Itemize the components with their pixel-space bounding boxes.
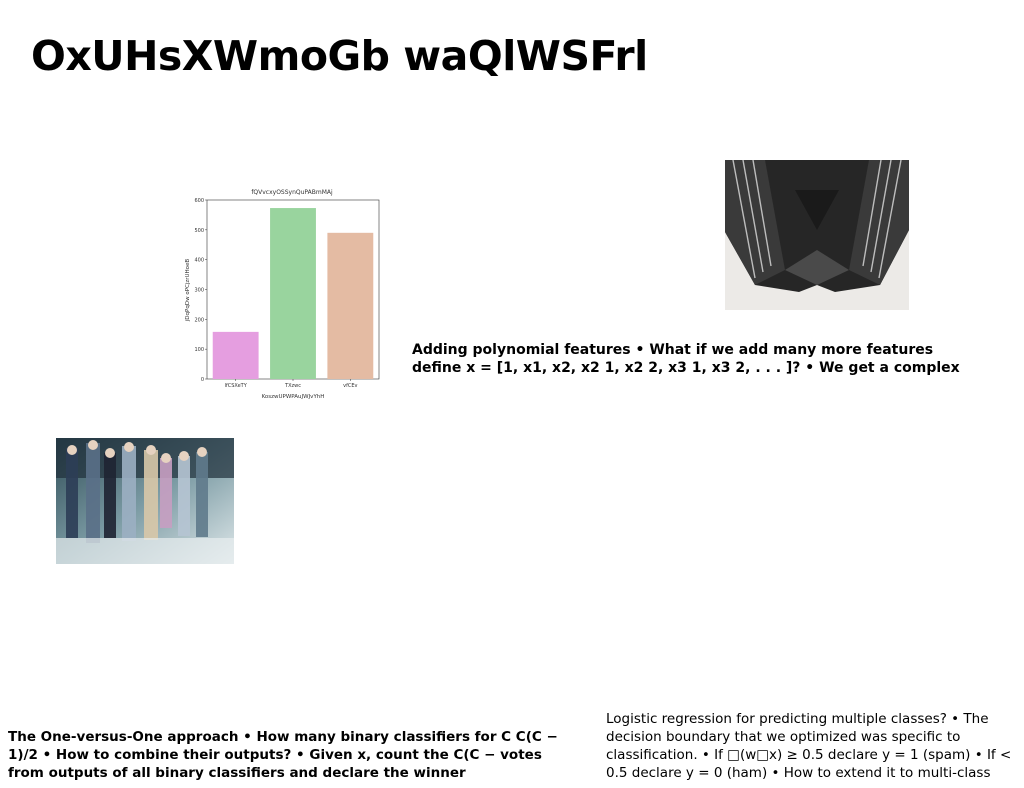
x-tick-label: vfCEv <box>343 383 357 389</box>
x-tick-label: lfCSXeTY <box>225 383 248 389</box>
y-tick-label: 500 <box>194 228 204 234</box>
logistic-regression-text: Logistic regression for predicting multi… <box>606 711 1012 781</box>
chart-title: fQVvcxyOSSynQuPABmMAj <box>251 189 333 196</box>
x-axis-label: KoszwUPWPAuJWJvYhH <box>262 394 325 400</box>
polynomial-features-text: Adding polynomial features • What if we … <box>412 342 960 376</box>
bar-chart: fQVvcxyOSSynQuPABmMAj 0 100 200 300 400 500 60… <box>185 189 380 400</box>
bar-vfCEv <box>327 232 374 379</box>
y-tick-label: 600 <box>194 198 204 204</box>
bar-TXzwc <box>270 208 316 379</box>
bar-series <box>212 208 374 379</box>
x-axis: lfCSXeTY TXzwc vfCEv <box>225 379 358 389</box>
y-tick-label: 200 <box>194 317 204 323</box>
y-tick-label: 0 <box>201 377 204 383</box>
y-tick-label: 100 <box>194 347 204 353</box>
painting-image <box>56 438 234 564</box>
x-tick-label: TXzwc <box>284 383 301 389</box>
building-photo <box>725 160 909 310</box>
y-axis-label: jDqPqDw oPCjzrUHoeB <box>185 259 191 323</box>
y-tick-label: 400 <box>194 258 204 264</box>
y-tick-label: 300 <box>194 288 204 294</box>
one-vs-one-text: The One-versus-One approach • How many b… <box>8 729 558 781</box>
y-axis: 0 100 200 300 400 500 600 <box>194 198 207 383</box>
bar-lfCSXeTY <box>212 331 259 379</box>
slide-title: OxUHsXWmoGb waQlWSFrl <box>31 32 648 80</box>
